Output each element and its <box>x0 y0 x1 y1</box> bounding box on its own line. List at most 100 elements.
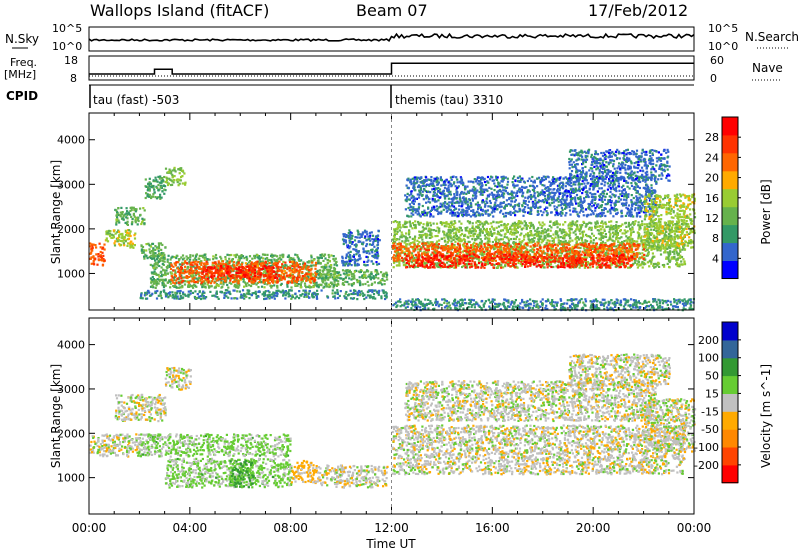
power-region-11 <box>341 229 381 267</box>
colorbar-swatch-7 <box>722 134 738 154</box>
velocity-region-3 <box>139 433 292 458</box>
noise-search-label: N.Search <box>745 30 799 44</box>
power-region-2 <box>114 206 146 226</box>
ytick-label-3000: 3000 <box>57 178 85 191</box>
xtick-label-6: 00:00 <box>677 521 712 535</box>
colorbar-tick-label-2: 20 <box>705 172 719 185</box>
xtick-label-5: 20:00 <box>576 521 611 535</box>
colorbar-tick-label-1: 24 <box>705 151 719 164</box>
colorbar-swatch-4 <box>722 393 738 412</box>
velocity-region-9 <box>404 380 658 423</box>
colorbar-tick-label-0: 28 <box>705 131 719 144</box>
power-region-8 <box>202 264 281 281</box>
noise-sky-series <box>88 32 695 42</box>
colorbar-tick-label-3: 15 <box>705 387 719 400</box>
noise-trace <box>88 32 695 42</box>
time-axis-label: Time UT <box>365 537 416 551</box>
colorbar-tick-label-1: 100 <box>698 352 719 365</box>
colorbar-swatch-0 <box>722 464 738 484</box>
freq-label: Freq. <box>10 56 37 69</box>
velocity-region-5 <box>228 460 255 489</box>
power-region-9 <box>139 289 388 301</box>
velocity-region-7 <box>316 464 389 489</box>
ytick-label-1000: 1000 <box>57 267 85 280</box>
colorbar-swatch-8 <box>722 117 738 136</box>
colorbar-swatch-6 <box>722 152 738 172</box>
noise-right-tick-high: 10^5 <box>708 22 738 35</box>
freq-unit: [MHz] <box>4 68 36 81</box>
velocity-region-8 <box>391 424 687 476</box>
cpid-segment-2: themis (tau) 3310 <box>395 93 503 107</box>
colorbar-swatch-6 <box>722 357 738 377</box>
velocity-colorbar-label: Velocity [m s^-1] <box>759 364 773 468</box>
ytick-label-2000: 2000 <box>57 427 85 440</box>
power-region-5 <box>164 166 187 187</box>
noise-tick-low: 10^0 <box>52 40 82 53</box>
xtick-label-3: 12:00 <box>374 521 409 535</box>
xtick-label-0: 00:00 <box>72 521 107 535</box>
colorbar-swatch-8 <box>722 322 738 341</box>
ytick-label-3000: 3000 <box>57 383 85 396</box>
colorbar-tick-label-5: 8 <box>712 232 719 245</box>
noise-panel <box>88 26 695 52</box>
velocity-region-4 <box>164 457 293 489</box>
velocity-ylabel: Slant Range [km] <box>49 364 63 468</box>
nave-label: Nave <box>752 61 783 75</box>
colorbar-tick-label-7: -200 <box>694 459 719 472</box>
date-label: 17/Feb/2012 <box>588 1 688 20</box>
colorbar-swatch-5 <box>722 375 738 394</box>
power-ylabel: Slant Range [km] <box>49 160 63 264</box>
colorbar-tick-label-5: -50 <box>701 423 719 436</box>
power-region-4 <box>144 175 167 200</box>
freq-line <box>89 62 694 75</box>
beam-label: Beam 07 <box>356 1 428 20</box>
noise-sky-label: N.Sky <box>5 32 39 46</box>
power-colorbar-label: Power [dB] <box>759 179 773 244</box>
power-axes: 1000 2000 3000 4000 <box>57 113 695 310</box>
time-axis-ticks: 00:00 04:00 08:00 12:00 16:00 20:00 00:00 <box>72 521 712 535</box>
colorbar-swatch-7 <box>722 339 738 359</box>
velocity-panel: 1000 2000 3000 4000 Slant Range [km] <box>49 317 697 515</box>
velocity-region-2 <box>164 366 192 391</box>
xtick-label-1: 04:00 <box>173 521 208 535</box>
colorbar-swatch-2 <box>722 224 738 244</box>
freq-panel <box>88 55 695 81</box>
colorbar-swatch-4 <box>722 188 738 208</box>
colorbar-swatch-5 <box>722 170 738 190</box>
power-region-10 <box>316 269 389 287</box>
colorbar-swatch-0 <box>722 260 738 279</box>
colorbar-tick-label-6: -100 <box>694 441 719 454</box>
velocity-axes: 1000 2000 3000 4000 <box>57 318 695 514</box>
ytick-label-2000: 2000 <box>57 223 85 236</box>
ytick-label-1000: 1000 <box>57 472 85 485</box>
noise-tick-high: 10^5 <box>52 22 82 35</box>
velocity-region-0 <box>89 433 142 458</box>
velocity-region-1 <box>114 393 167 423</box>
velocity-region-6 <box>290 459 318 485</box>
nave-tick-high: 60 <box>710 54 724 67</box>
power-region-0 <box>89 242 106 267</box>
ytick-label-4000: 4000 <box>57 339 85 352</box>
colorbar-swatch-2 <box>722 429 738 448</box>
colorbar-frame <box>721 321 739 484</box>
power-region-18 <box>392 298 695 312</box>
power-panel: 1000 2000 3000 4000 Slant Range [km] <box>49 112 697 312</box>
colorbar-tick-label-3: 16 <box>705 192 719 205</box>
xtick-label-4: 16:00 <box>475 521 510 535</box>
power-region-15 <box>404 175 658 218</box>
cpid-segment-1: tau (fast) -503 <box>93 93 179 107</box>
power-region-14 <box>404 253 634 269</box>
ytick-label-4000: 4000 <box>57 134 85 147</box>
colorbar-swatch-1 <box>722 447 738 466</box>
xtick-label-2: 08:00 <box>273 521 308 535</box>
velocity-region-10 <box>568 353 671 387</box>
freq-tick-high: 18 <box>64 54 78 67</box>
colorbar-swatch-1 <box>722 242 738 261</box>
colorbar-tick-label-0: 200 <box>698 334 719 347</box>
power-colorbar: 28 24 20 16 12 8 4 <box>705 116 741 280</box>
velocity-region-11 <box>643 398 697 453</box>
site-title: Wallops Island (fitACF) <box>90 1 269 20</box>
colorbar-tick-label-4: -15 <box>701 405 719 418</box>
colorbar-tick-label-6: 4 <box>712 252 719 265</box>
